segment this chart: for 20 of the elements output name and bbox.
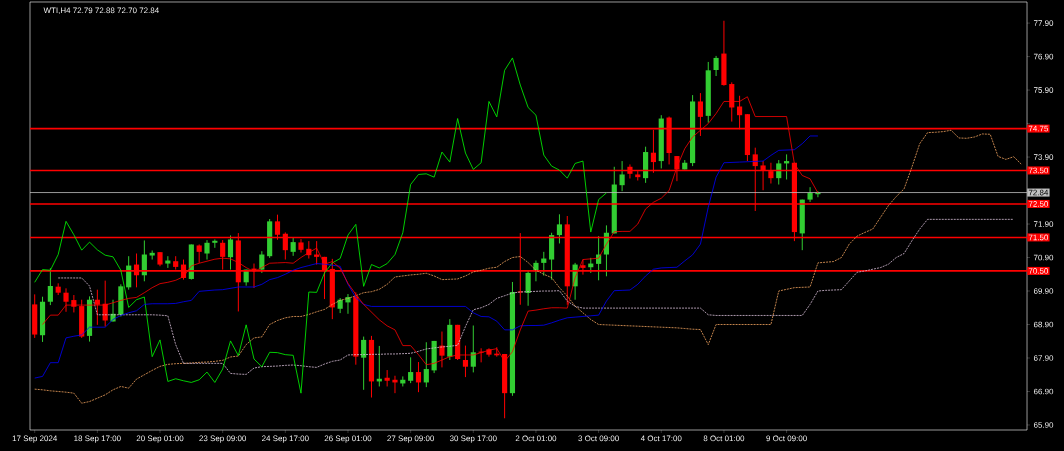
candlestick <box>556 213 563 244</box>
candlestick <box>204 239 210 261</box>
candlestick <box>415 361 422 393</box>
candlestick <box>227 234 234 271</box>
candlestick <box>807 186 813 203</box>
candlestick <box>525 269 531 307</box>
candlestick <box>196 243 202 264</box>
line-series <box>34 57 607 394</box>
candlestick <box>541 251 547 277</box>
candlestick <box>408 356 414 384</box>
candlestick <box>290 236 296 257</box>
candlestick <box>361 336 367 391</box>
candlestick <box>423 341 429 388</box>
candlestick <box>470 325 476 373</box>
candlestick <box>384 369 390 387</box>
candlestick <box>619 160 625 192</box>
candlestick <box>713 55 719 77</box>
candlestick <box>776 159 782 186</box>
candlestick <box>47 267 53 306</box>
candlestick <box>63 287 69 313</box>
